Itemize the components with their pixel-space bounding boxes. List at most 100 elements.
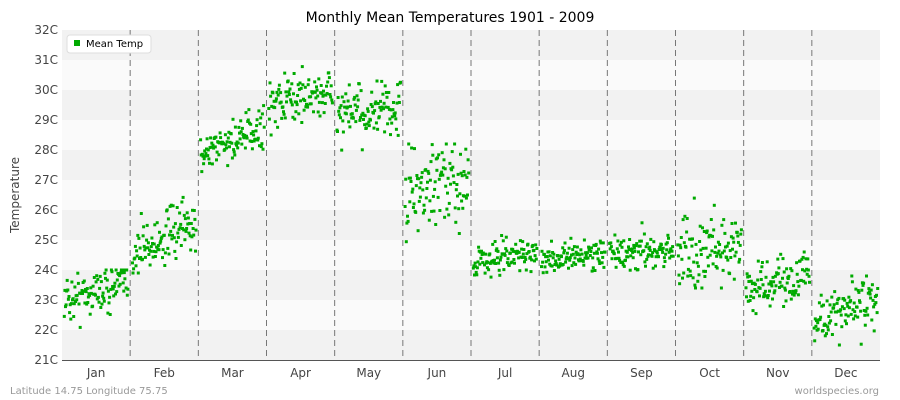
data-point <box>114 292 117 296</box>
y-tick-label: 24C <box>34 263 58 277</box>
data-point <box>259 116 263 120</box>
data-point <box>171 204 175 208</box>
data-point <box>110 270 114 274</box>
data-point <box>412 202 416 206</box>
data-point <box>682 241 686 245</box>
data-point <box>417 199 421 203</box>
data-point <box>370 90 374 94</box>
data-point <box>860 288 864 292</box>
data-point <box>629 254 633 258</box>
data-point <box>169 203 173 207</box>
month-separators <box>129 30 813 360</box>
data-point <box>781 257 785 261</box>
data-point <box>550 239 553 243</box>
data-point <box>389 108 393 112</box>
data-point <box>493 258 496 262</box>
data-point <box>822 303 825 307</box>
data-point <box>874 301 878 305</box>
data-point <box>433 180 437 184</box>
data-point <box>235 143 238 147</box>
data-point <box>382 107 385 111</box>
data-point <box>314 96 318 100</box>
data-point <box>108 295 112 299</box>
data-point <box>115 290 119 294</box>
data-point <box>715 266 719 270</box>
data-point <box>465 175 469 179</box>
data-point <box>875 293 878 297</box>
data-point <box>261 147 265 151</box>
data-point <box>233 153 237 157</box>
data-point <box>803 269 807 273</box>
data-point <box>397 94 401 98</box>
data-point <box>496 249 500 253</box>
data-point <box>88 312 92 316</box>
data-point <box>872 329 876 333</box>
data-point <box>842 297 846 301</box>
data-point <box>721 268 725 272</box>
data-point <box>489 275 493 279</box>
data-point <box>802 250 806 254</box>
data-point <box>503 253 507 257</box>
data-point <box>562 251 566 255</box>
data-point <box>421 211 425 215</box>
data-point <box>171 233 174 237</box>
data-point <box>268 81 272 85</box>
data-point <box>83 301 87 305</box>
data-point <box>733 254 737 258</box>
data-point <box>74 300 77 303</box>
data-point <box>511 249 515 253</box>
data-point <box>712 203 716 207</box>
data-point <box>855 305 859 309</box>
data-point <box>290 82 294 86</box>
data-point <box>65 278 69 282</box>
data-point <box>135 254 139 258</box>
data-point <box>816 327 820 331</box>
data-point <box>749 279 753 283</box>
data-point <box>409 180 413 183</box>
data-point <box>812 326 816 330</box>
data-point <box>658 245 662 249</box>
data-point <box>729 235 733 239</box>
data-point <box>517 256 521 260</box>
data-point <box>473 273 476 277</box>
data-point <box>610 257 614 261</box>
data-point <box>697 273 701 277</box>
data-point <box>296 83 300 87</box>
data-point <box>404 240 408 244</box>
data-point <box>453 206 457 210</box>
data-point <box>830 333 834 336</box>
data-point <box>694 242 698 246</box>
data-point <box>483 263 486 267</box>
data-point <box>639 253 643 257</box>
data-point <box>85 287 89 290</box>
data-point <box>209 136 213 140</box>
data-point <box>466 158 470 162</box>
data-point <box>413 147 416 151</box>
data-point <box>729 256 733 259</box>
data-point <box>642 249 646 253</box>
data-point <box>636 268 640 272</box>
data-point <box>373 109 377 113</box>
data-point <box>231 117 235 121</box>
data-point <box>206 154 210 158</box>
data-point <box>806 268 810 272</box>
data-point <box>186 216 190 220</box>
data-point <box>540 265 543 269</box>
data-point <box>872 305 876 309</box>
data-point <box>240 126 244 130</box>
data-point <box>596 257 600 261</box>
data-point <box>865 274 868 278</box>
data-point <box>528 255 532 259</box>
data-point <box>563 241 567 245</box>
data-point <box>573 256 577 260</box>
data-point <box>219 136 223 140</box>
data-point <box>170 237 174 241</box>
data-point <box>804 257 808 261</box>
data-point <box>677 273 681 277</box>
data-point <box>153 255 157 258</box>
data-point <box>871 298 875 302</box>
data-point <box>540 249 544 253</box>
data-point <box>141 257 144 261</box>
data-point <box>854 287 858 291</box>
data-point <box>454 220 458 224</box>
